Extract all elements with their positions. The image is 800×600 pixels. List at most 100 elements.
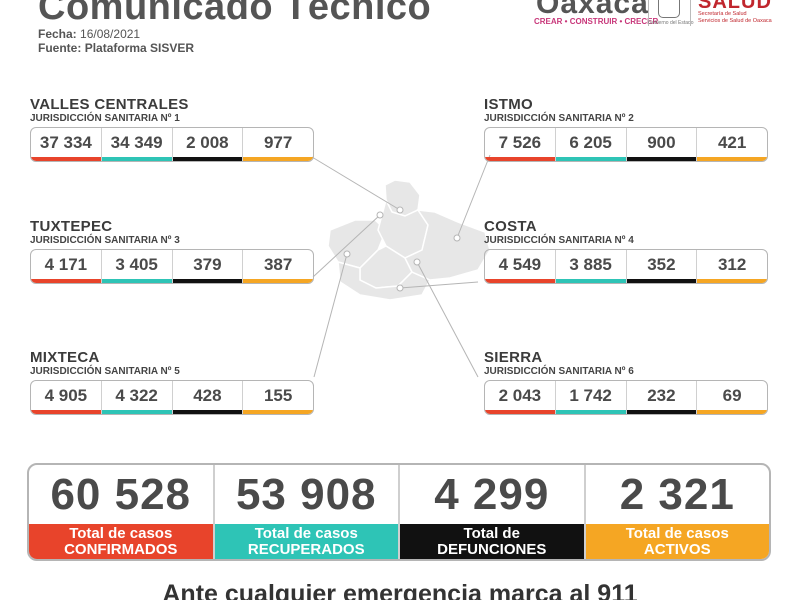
stat-recovered: 6 205 — [555, 128, 627, 161]
source-value: Plataforma SISVER — [84, 41, 195, 55]
total-label: Total de DEFUNCIONES — [400, 524, 584, 559]
source-label: Fuente: — [38, 41, 82, 55]
leader-line — [312, 214, 381, 278]
seal-caption: Gobierno del Estado — [648, 20, 694, 26]
region-jurisdiction: JURISDICCIÓN SANITARIA Nº 1 — [30, 113, 180, 124]
stat-recovered: 34 349 — [101, 128, 173, 161]
leader-line — [399, 281, 479, 289]
leader-line — [313, 253, 348, 378]
oaxaca-map — [311, 154, 491, 378]
report-date: Fecha: 16/08/2021 — [38, 27, 140, 41]
total-label: Total de casos RECUPERADOS — [214, 524, 398, 559]
total-deaths: 4 299 Total de DEFUNCIONES — [400, 465, 586, 559]
stat-recovered: 3 405 — [101, 250, 173, 283]
region-stats: 37 334 34 349 2 008 977 — [30, 127, 314, 162]
region-name: TUXTEPEC — [30, 218, 113, 235]
leader-dot — [396, 284, 404, 292]
leader-dot — [413, 258, 421, 266]
region-stats: 2 043 1 742 232 69 — [484, 380, 768, 415]
total-label: Total de casos CONFIRMADOS — [29, 524, 213, 559]
total-label-line: Total de casos — [69, 524, 173, 542]
region-name: SIERRA — [484, 349, 543, 366]
stat-confirmed: 4 171 — [31, 250, 102, 283]
leader-dot — [343, 250, 351, 258]
region-jurisdiction: JURISDICCIÓN SANITARIA Nº 3 — [30, 235, 180, 246]
region-name: COSTA — [484, 218, 537, 235]
map-region-istmo — [403, 209, 491, 281]
stat-active: 977 — [243, 128, 313, 161]
logo-divider — [648, 0, 649, 26]
region-name: ISTMO — [484, 96, 533, 113]
stat-deaths: 352 — [626, 250, 698, 283]
total-value: 4 299 — [434, 469, 550, 519]
salud-subtitle-line: Secretaría de Salud — [698, 11, 747, 17]
total-confirmed: 60 528 Total de casos CONFIRMADOS — [29, 465, 215, 559]
total-value: 60 528 — [50, 469, 192, 519]
stat-recovered: 3 885 — [555, 250, 627, 283]
region-valles-centrales: VALLES CENTRALES JURISDICCIÓN SANITARIA … — [30, 97, 320, 162]
total-value: 2 321 — [619, 469, 735, 519]
total-label-line: CONFIRMADOS — [64, 540, 178, 558]
region-stats: 4 171 3 405 379 387 — [30, 249, 314, 284]
region-stats: 4 549 3 885 352 312 — [484, 249, 768, 284]
region-name: VALLES CENTRALES — [30, 96, 189, 113]
logo-area: Oaxaca CREAR • CONSTRUIR • CRECER Gobier… — [530, 0, 800, 30]
oaxaca-tagline: CREAR • CONSTRUIR • CRECER — [534, 17, 659, 26]
stat-active: 69 — [697, 381, 767, 414]
region-istmo: ISTMO JURISDICCIÓN SANITARIA Nº 2 7 526 … — [484, 97, 774, 162]
stat-confirmed: 2 043 — [485, 381, 556, 414]
region-jurisdiction: JURISDICCIÓN SANITARIA Nº 4 — [484, 235, 634, 246]
region-costa: COSTA JURISDICCIÓN SANITARIA Nº 4 4 549 … — [484, 219, 774, 284]
report-source: Fuente: Plataforma SISVER — [38, 41, 194, 55]
stat-deaths: 900 — [626, 128, 698, 161]
logo-divider — [690, 0, 691, 26]
stat-active: 387 — [243, 250, 313, 283]
stat-deaths: 379 — [172, 250, 244, 283]
leader-dot — [453, 234, 461, 242]
total-label-line: ACTIVOS — [643, 540, 711, 558]
region-sierra: SIERRA JURISDICCIÓN SANITARIA Nº 6 2 043… — [484, 350, 774, 415]
salud-logo: SALUD — [698, 0, 772, 13]
stat-recovered: 1 742 — [555, 381, 627, 414]
stat-confirmed: 4 905 — [31, 381, 102, 414]
total-label: Total de casos ACTIVOS — [585, 524, 769, 559]
region-stats: 7 526 6 205 900 421 — [484, 127, 768, 162]
stat-active: 421 — [697, 128, 767, 161]
region-name: MIXTECA — [30, 349, 100, 366]
oaxaca-logo: Oaxaca — [536, 0, 649, 20]
date-value: 16/08/2021 — [80, 27, 141, 41]
leader-dot — [396, 206, 404, 214]
leader-lines — [311, 154, 491, 378]
stat-deaths: 428 — [172, 381, 244, 414]
total-active: 2 321 Total de casos ACTIVOS — [585, 465, 769, 559]
stat-recovered: 4 322 — [101, 381, 173, 414]
total-label-line: Total de casos — [625, 524, 729, 542]
leader-line — [456, 154, 491, 239]
page-title: Comunicado Técnico — [38, 0, 432, 28]
stat-confirmed: 4 549 — [485, 250, 556, 283]
stat-deaths: 232 — [626, 381, 698, 414]
salud-subtitle: Secretaría de Salud Servicios de Salud d… — [698, 11, 772, 25]
leader-line — [416, 261, 479, 378]
salud-subtitle-line: Servicios de Salud de Oaxaca — [698, 18, 772, 24]
map-regions — [327, 179, 491, 301]
region-tuxtepec: TUXTEPEC JURISDICCIÓN SANITARIA Nº 3 4 1… — [30, 219, 320, 284]
stat-confirmed: 7 526 — [485, 128, 556, 161]
total-label-line: Total de casos — [254, 524, 358, 542]
total-label-line: Total de — [463, 524, 520, 542]
region-mixteca: MIXTECA JURISDICCIÓN SANITARIA Nº 5 4 90… — [30, 350, 320, 415]
leader-dot — [376, 211, 384, 219]
total-recovered: 53 908 Total de casos RECUPERADOS — [214, 465, 400, 559]
region-jurisdiction: JURISDICCIÓN SANITARIA Nº 2 — [484, 113, 634, 124]
stat-active: 312 — [697, 250, 767, 283]
region-stats: 4 905 4 322 428 155 — [30, 380, 314, 415]
emergency-banner: Ante cualquier emergencia marca al 911 — [162, 580, 638, 600]
state-seal-icon — [658, 0, 680, 18]
stat-deaths: 2 008 — [172, 128, 244, 161]
leader-line — [311, 156, 401, 211]
stat-confirmed: 37 334 — [31, 128, 102, 161]
region-jurisdiction: JURISDICCIÓN SANITARIA Nº 6 — [484, 366, 634, 377]
stat-active: 155 — [243, 381, 313, 414]
totals-panel: 60 528 Total de casos CONFIRMADOS 53 908… — [27, 463, 771, 561]
total-value: 53 908 — [235, 469, 377, 519]
